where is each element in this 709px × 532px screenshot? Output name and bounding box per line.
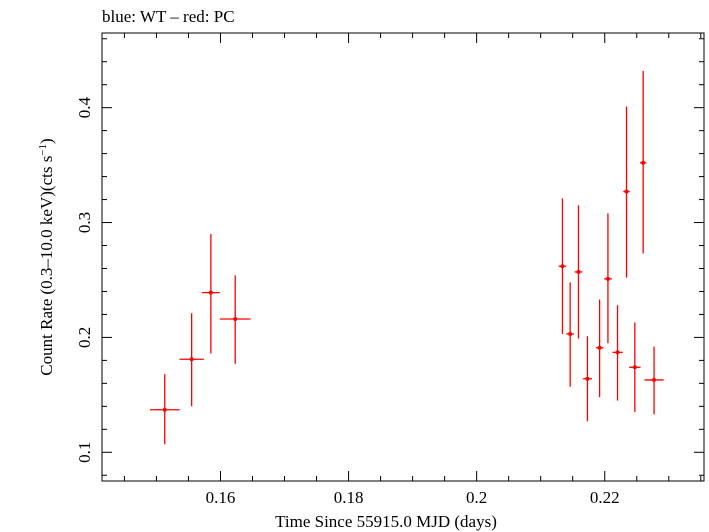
x-tick-label: 0.16: [206, 488, 236, 507]
data-point: [201, 234, 220, 354]
y-axis-tick-labels: 0.1 0.2 0.3 0.4: [75, 97, 94, 463]
data-marker: [624, 189, 629, 194]
data-point: [582, 336, 592, 422]
y-tick-label: 0.4: [75, 97, 94, 119]
y-axis-label-close: ): [37, 138, 56, 144]
data-marker: [615, 350, 620, 355]
data-marker: [585, 376, 590, 381]
y-axis-label-main: Count Rate (0.3–10.0 keV)(cts s: [37, 156, 56, 376]
plot-frame: [101, 32, 705, 482]
data-marker: [560, 264, 565, 269]
data-point: [574, 205, 583, 339]
data-point: [219, 275, 251, 364]
x-tick-label: 0.18: [334, 488, 364, 507]
y-axis-label: Count Rate (0.3–10.0 keV)(cts s−1): [37, 138, 56, 375]
x-tick-label: 0.22: [590, 488, 620, 507]
y-tick-label: 0.1: [75, 442, 94, 463]
data-marker: [632, 365, 637, 370]
data-point: [179, 313, 204, 407]
data-marker: [568, 331, 573, 336]
data-point: [150, 374, 180, 445]
x-axis-ticks: [123, 33, 702, 481]
x-axis-label: Time Since 55915.0 MJD (days): [275, 512, 497, 531]
data-marker: [189, 357, 194, 362]
data-point: [566, 282, 574, 387]
data-point: [558, 198, 567, 334]
data-point: [612, 305, 623, 401]
data-point: [639, 70, 647, 254]
data-points: [150, 70, 664, 445]
data-marker: [162, 407, 167, 412]
data-marker: [576, 269, 581, 274]
data-marker: [208, 290, 213, 295]
data-point: [623, 106, 630, 278]
data-point: [644, 346, 664, 415]
y-tick-label: 0.3: [75, 212, 94, 233]
x-axis-tick-labels: 0.16 0.18 0.2 0.22: [206, 488, 620, 507]
data-point: [595, 299, 604, 398]
y-tick-label: 0.2: [75, 327, 94, 348]
chart-title: blue: WT – red: PC: [102, 7, 235, 26]
x-tick-label: 0.2: [466, 488, 487, 507]
data-marker: [641, 160, 646, 165]
data-marker: [605, 276, 610, 281]
data-marker: [652, 377, 657, 382]
data-marker: [233, 317, 238, 322]
data-point: [604, 213, 612, 344]
y-axis-label-superscript: −1: [37, 144, 49, 156]
y-axis-ticks: [102, 38, 704, 476]
data-marker: [597, 345, 602, 350]
data-point: [629, 322, 641, 413]
